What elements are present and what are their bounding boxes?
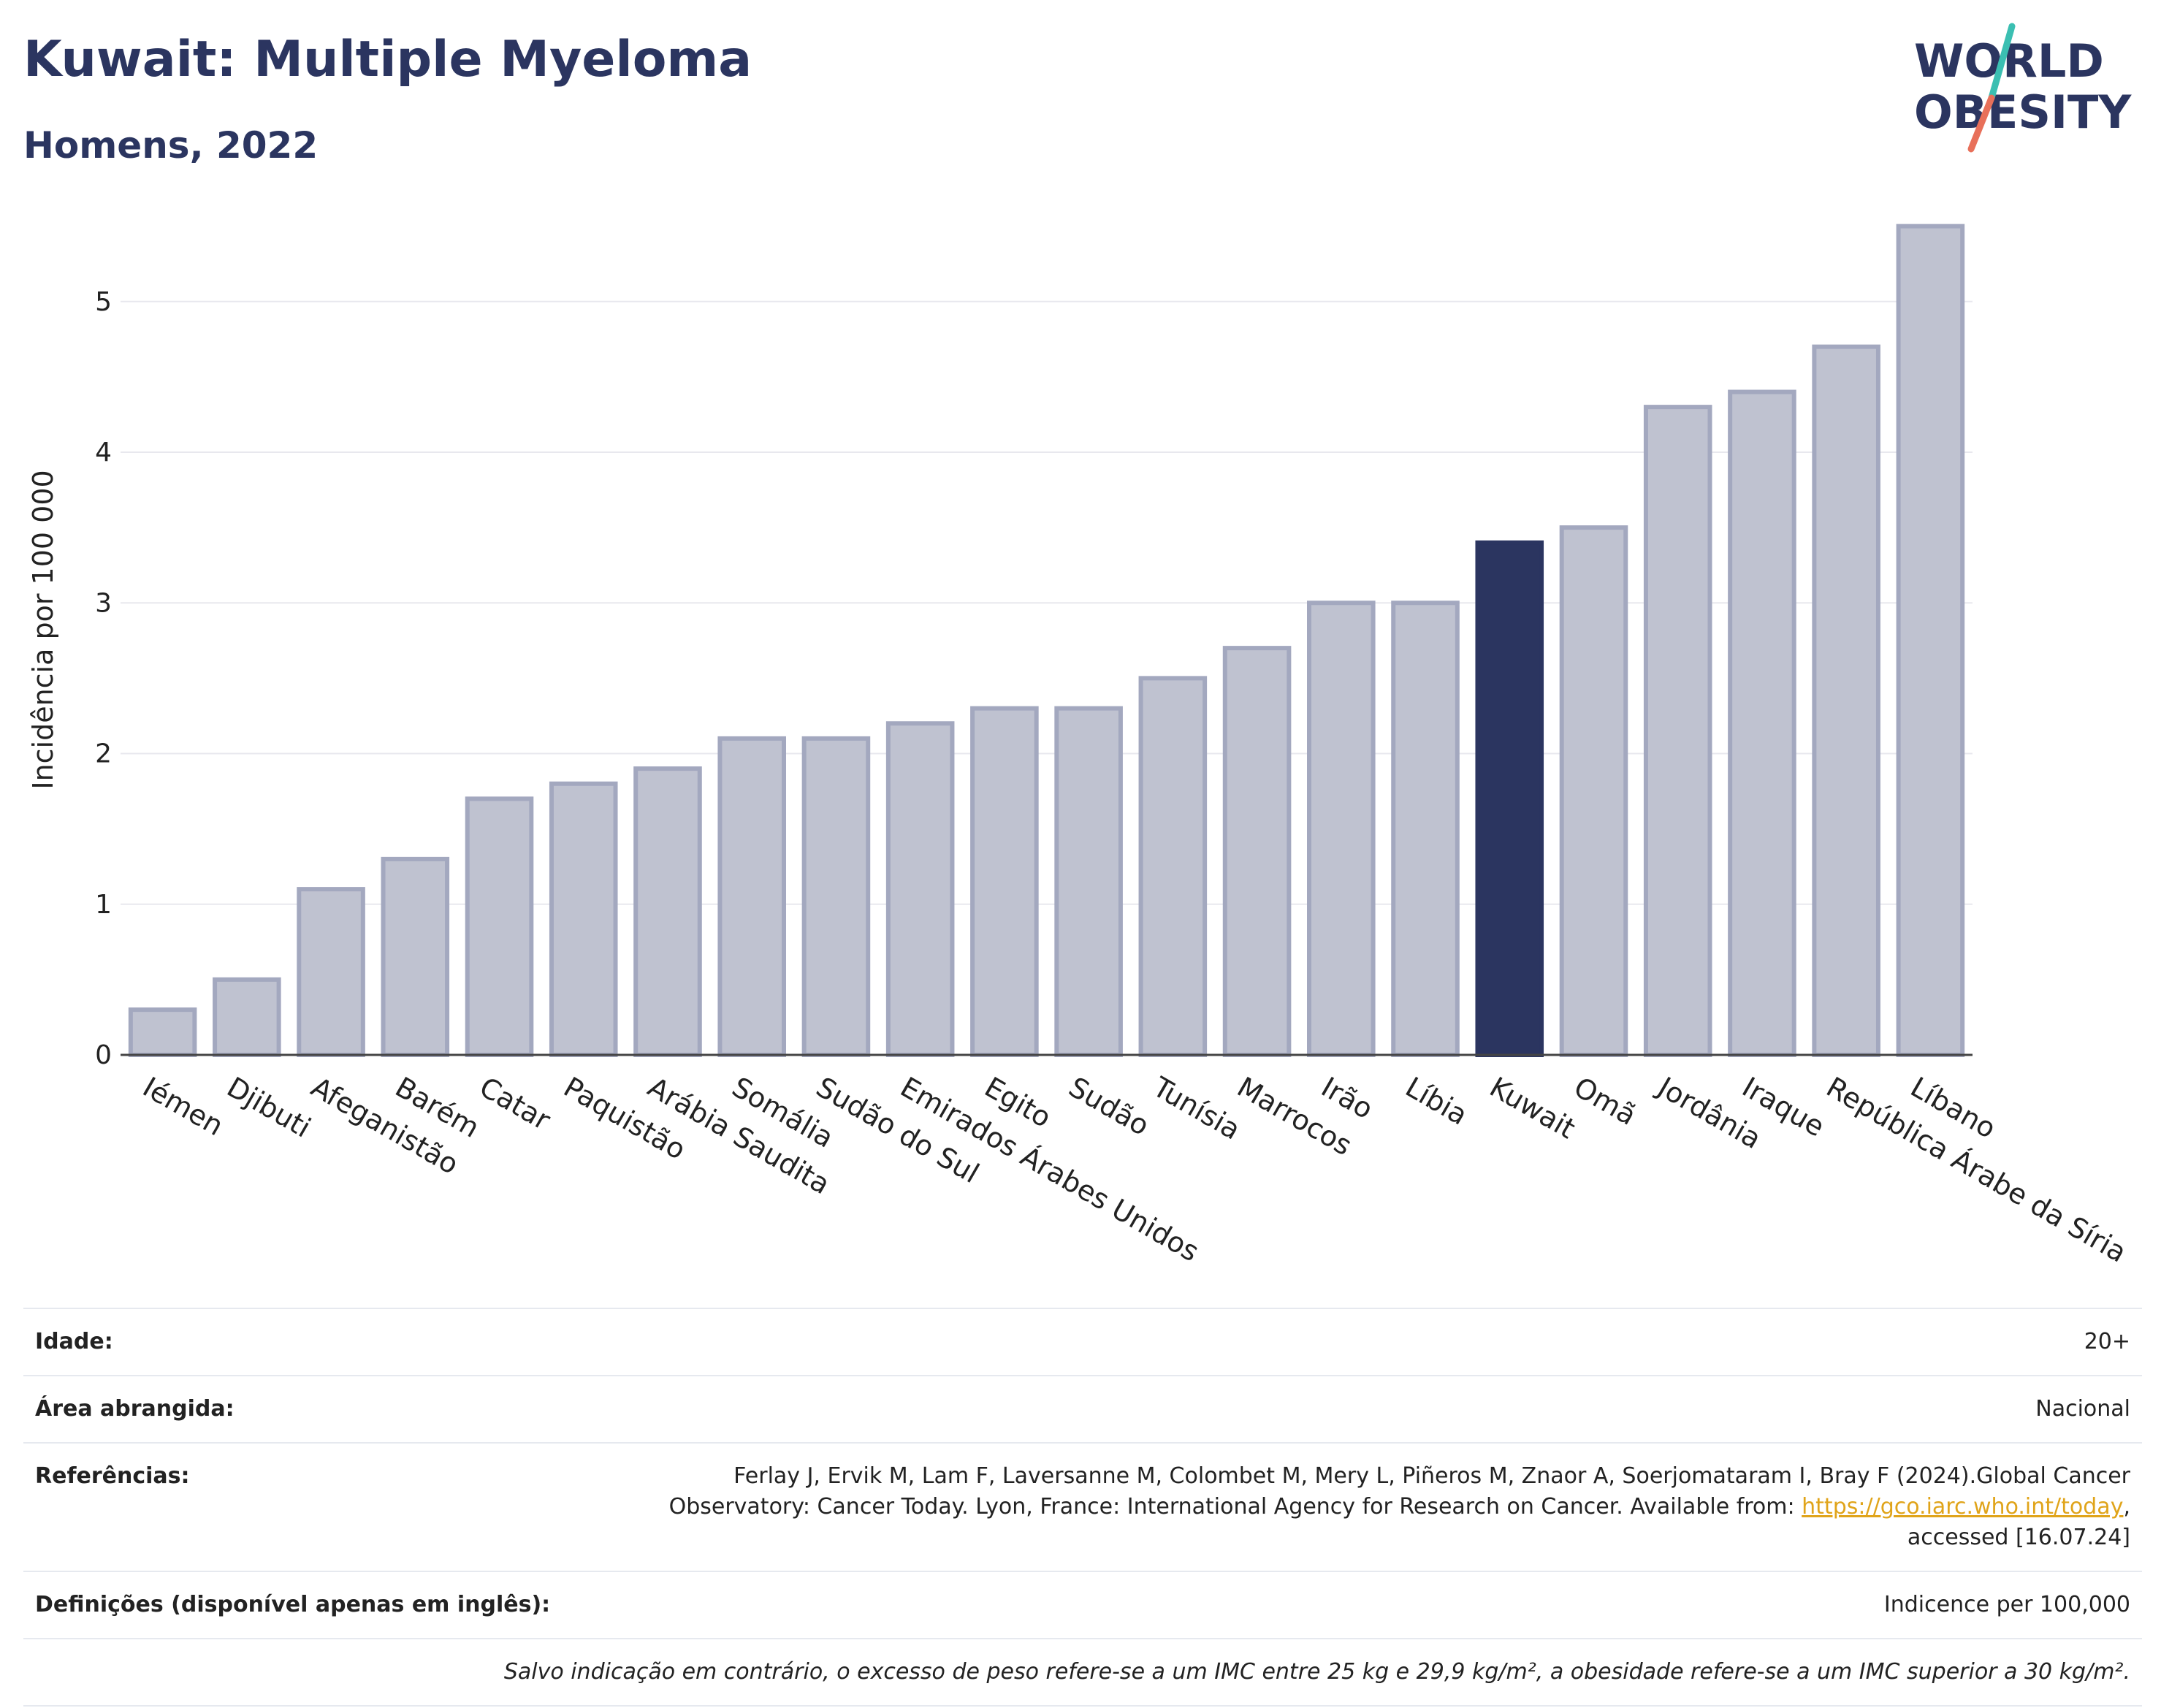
bar-21 [1896, 224, 1965, 1057]
age-value: 20+ [602, 1308, 2142, 1376]
bar-17 [1559, 525, 1628, 1057]
references-value: Ferlay J, Ervik M, Lam F, Laversanne M, … [602, 1442, 2142, 1572]
bar-20 [1812, 344, 1880, 1057]
references-link[interactable]: https://gco.iarc.who.int/today [1802, 1494, 2124, 1520]
y-tick-label: 5 [95, 287, 112, 317]
bar-10 [970, 706, 1039, 1057]
info-row-references: Referências: Ferlay J, Ervik M, Lam F, L… [23, 1442, 2142, 1572]
bar-0 [128, 1007, 197, 1057]
bar-5 [549, 781, 618, 1057]
bar-6 [633, 766, 702, 1057]
info-row-area: Área abrangida: Nacional [23, 1375, 2142, 1444]
references-text: Ferlay J, Ervik M, Lam F, Laversanne M, … [668, 1463, 2130, 1520]
y-tick-label: 0 [95, 1040, 112, 1070]
bar-2 [297, 887, 365, 1057]
bar-9 [885, 721, 955, 1057]
definitions-value: Indicence per 100,000 [602, 1571, 2142, 1639]
bar-14 [1307, 601, 1376, 1057]
x-tick-label: Iémen [137, 1071, 229, 1143]
bar-3 [381, 856, 450, 1057]
bar-18 [1643, 405, 1712, 1057]
y-tick-label: 2 [95, 739, 112, 769]
world-obesity-logo: WORLD OBESITY [1914, 23, 2132, 153]
logo-line-2: OBESITY [1914, 85, 2132, 139]
bar-8 [801, 736, 871, 1057]
y-axis-label: Incidência por 100 000 [27, 470, 59, 789]
definitions-label: Definições (disponível apenas em inglês)… [23, 1571, 602, 1639]
bar-4 [465, 796, 534, 1057]
x-tick-label: Djibuti [221, 1071, 316, 1144]
chart-title: Kuwait: Multiple Myeloma [23, 31, 752, 88]
info-row-definitions: Definições (disponível apenas em inglês)… [23, 1571, 2142, 1639]
x-tick-label: Tunísia [1147, 1070, 1246, 1146]
bars [128, 224, 1965, 1057]
bar-1 [213, 977, 281, 1057]
age-label: Idade: [23, 1308, 602, 1376]
info-row-note: Salvo indicação em contrário, o excesso … [23, 1638, 2142, 1707]
x-tick-label: Líbia [1400, 1071, 1474, 1132]
bar-13 [1222, 646, 1292, 1057]
chart-subtitle: Homens, 2022 [23, 124, 319, 167]
references-tail: , accessed [16.07.24] [1907, 1494, 2130, 1550]
info-table: Idade: 20+ Área abrangida: Nacional Refe… [23, 1308, 2142, 1707]
bar-11 [1054, 706, 1123, 1057]
footnote: Salvo indicação em contrário, o excesso … [23, 1638, 2142, 1707]
y-tick-label: 3 [95, 588, 112, 618]
x-tick-label: República Árabe da Síria [1821, 1071, 2132, 1269]
area-value: Nacional [602, 1375, 2142, 1444]
references-label: Referências: [23, 1442, 602, 1572]
bar-16 [1475, 540, 1544, 1057]
y-tick-label: 4 [95, 438, 112, 468]
area-label: Área abrangida: [23, 1375, 602, 1444]
logo-slash-teal [1988, 23, 2016, 102]
logo-slash-coral [1967, 94, 1995, 153]
x-tick-label: Catar [474, 1071, 556, 1137]
bar-12 [1138, 676, 1208, 1057]
y-tick-label: 1 [95, 890, 112, 920]
x-tick-label: Omã [1569, 1071, 1642, 1132]
bar-7 [717, 736, 786, 1057]
info-row-age: Idade: 20+ [23, 1308, 2142, 1376]
x-tick-label: Kuwait [1485, 1071, 1581, 1145]
bar-15 [1391, 601, 1460, 1057]
x-tick-label: Sudão [1064, 1071, 1155, 1143]
bar-19 [1728, 389, 1796, 1057]
